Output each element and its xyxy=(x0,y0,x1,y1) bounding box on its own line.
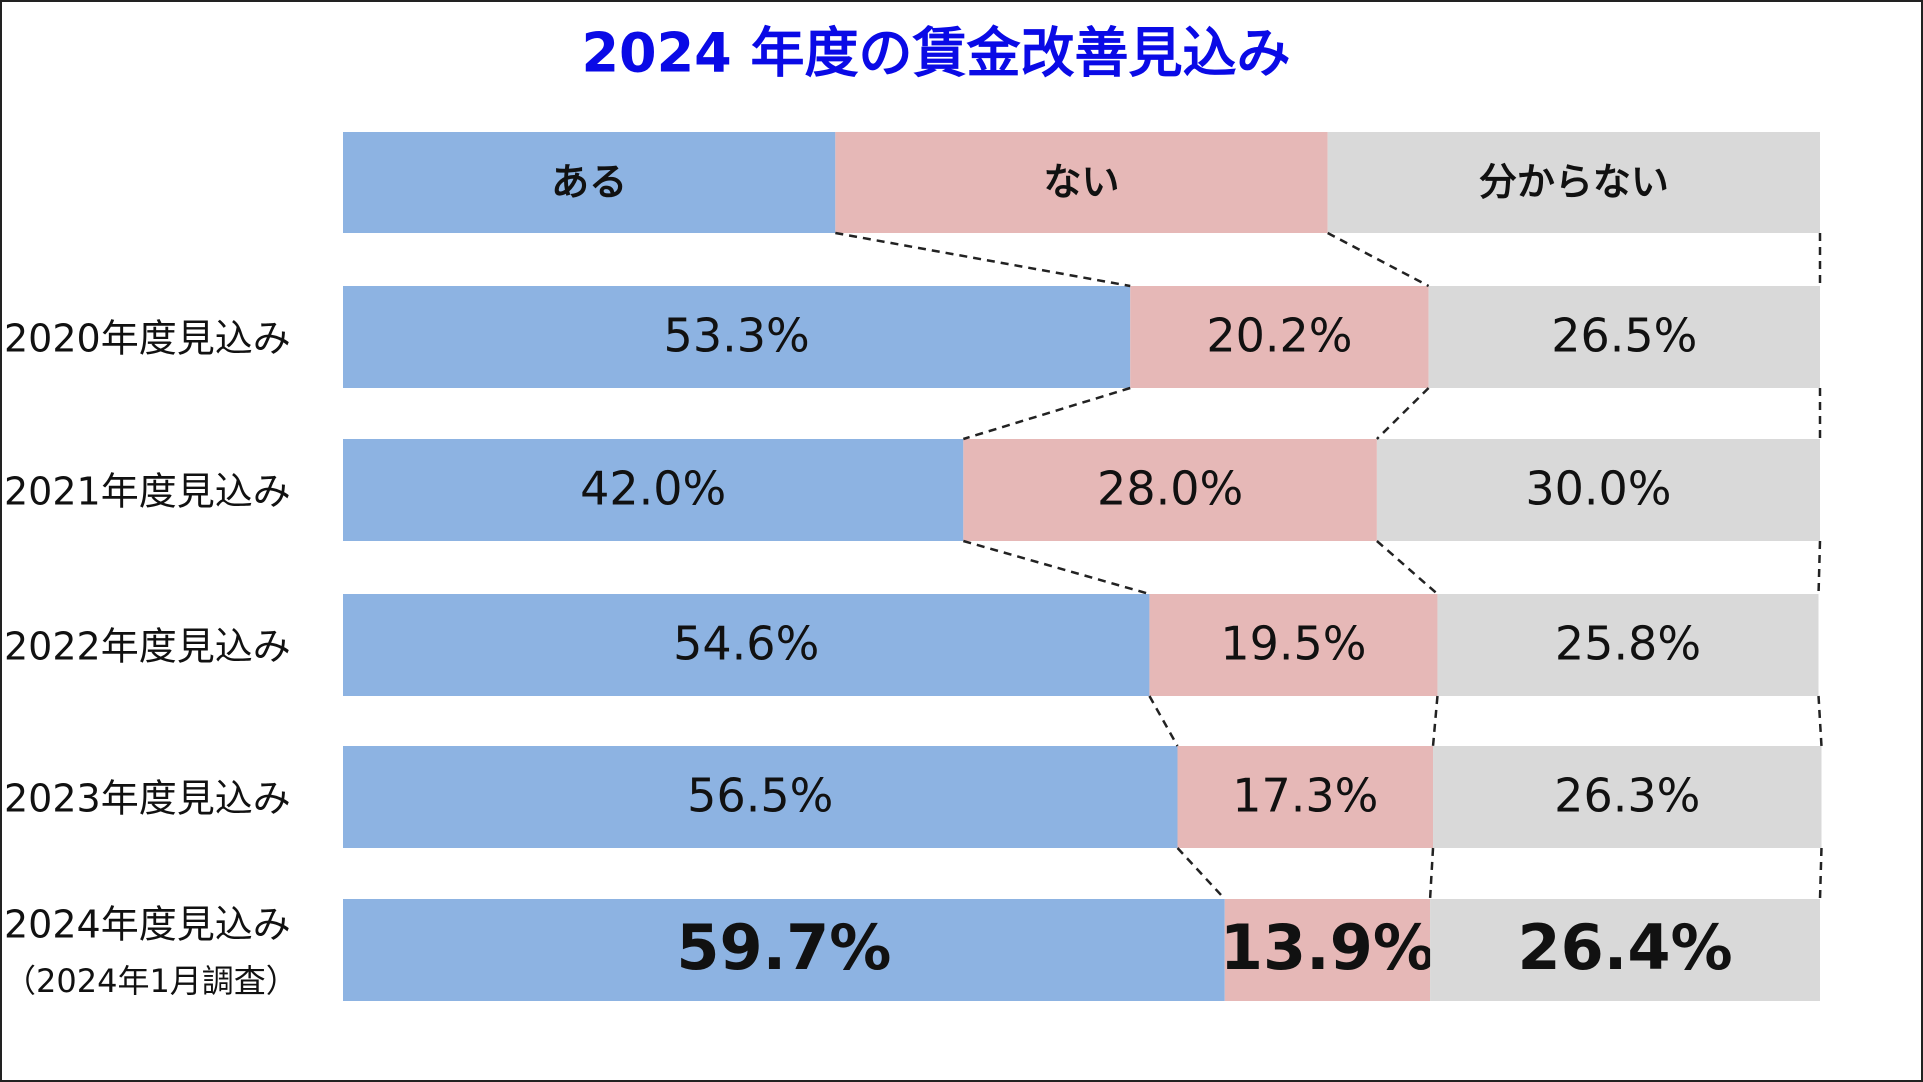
chart-title: 2024 年度の賃金改善見込み xyxy=(581,22,1290,85)
value-label: 26.5% xyxy=(1551,309,1697,363)
bar-segment xyxy=(1428,286,1820,388)
bar-segment xyxy=(1430,899,1820,1001)
legend-label: ある xyxy=(551,160,627,204)
connector xyxy=(1327,231,1430,288)
bar-segment xyxy=(343,439,964,541)
bar-segment xyxy=(1177,746,1434,848)
value-label: 56.5% xyxy=(687,769,833,823)
bar-segment xyxy=(1224,899,1431,1001)
legend-swatch xyxy=(343,132,836,233)
connector xyxy=(1428,847,1435,900)
bar-segment xyxy=(343,746,1178,848)
category-label: 2021年度見込み xyxy=(4,470,291,514)
bar-segment xyxy=(1433,746,1822,848)
connector xyxy=(835,231,1131,288)
value-label: 25.8% xyxy=(1555,617,1701,671)
bar-segment xyxy=(343,286,1131,388)
legend-swatch xyxy=(1327,132,1820,233)
category-label: 2020年度見込み xyxy=(4,317,291,361)
connector xyxy=(1817,540,1822,595)
connector xyxy=(1376,387,1430,440)
legend-label: 分からない xyxy=(1479,160,1669,204)
value-label: 59.7% xyxy=(676,911,891,984)
bar-segment xyxy=(1130,286,1429,388)
connector xyxy=(1818,847,1823,900)
bar-segment xyxy=(1437,594,1819,696)
value-label: 30.0% xyxy=(1525,462,1671,516)
bar-segment xyxy=(1149,594,1438,696)
connector xyxy=(962,539,1150,596)
bar-segment xyxy=(1376,439,1820,541)
connector xyxy=(962,386,1131,441)
value-label: 54.6% xyxy=(673,617,819,671)
value-label: 17.3% xyxy=(1232,769,1378,823)
category-sublabel: （2024年1月調査） xyxy=(4,962,298,1000)
category-label: 2024年度見込み xyxy=(4,903,291,947)
connector xyxy=(1176,847,1226,900)
value-label: 28.0% xyxy=(1097,462,1243,516)
bar-segment xyxy=(343,594,1150,696)
value-label: 42.0% xyxy=(580,462,726,516)
category-label: 2023年度見込み xyxy=(4,777,291,821)
legend-label: ない xyxy=(1043,160,1119,204)
value-label: 13.9% xyxy=(1220,911,1435,984)
value-label: 53.3% xyxy=(664,309,810,363)
legend-swatch xyxy=(835,132,1328,233)
connector xyxy=(1148,695,1179,747)
value-label: 19.5% xyxy=(1220,617,1366,671)
category-label: 2022年度見込み xyxy=(4,625,291,669)
value-label: 20.2% xyxy=(1206,309,1352,363)
value-label: 26.3% xyxy=(1554,769,1700,823)
value-label: 26.4% xyxy=(1517,911,1732,984)
bar-segment xyxy=(963,439,1377,541)
bar-segment xyxy=(343,899,1225,1001)
